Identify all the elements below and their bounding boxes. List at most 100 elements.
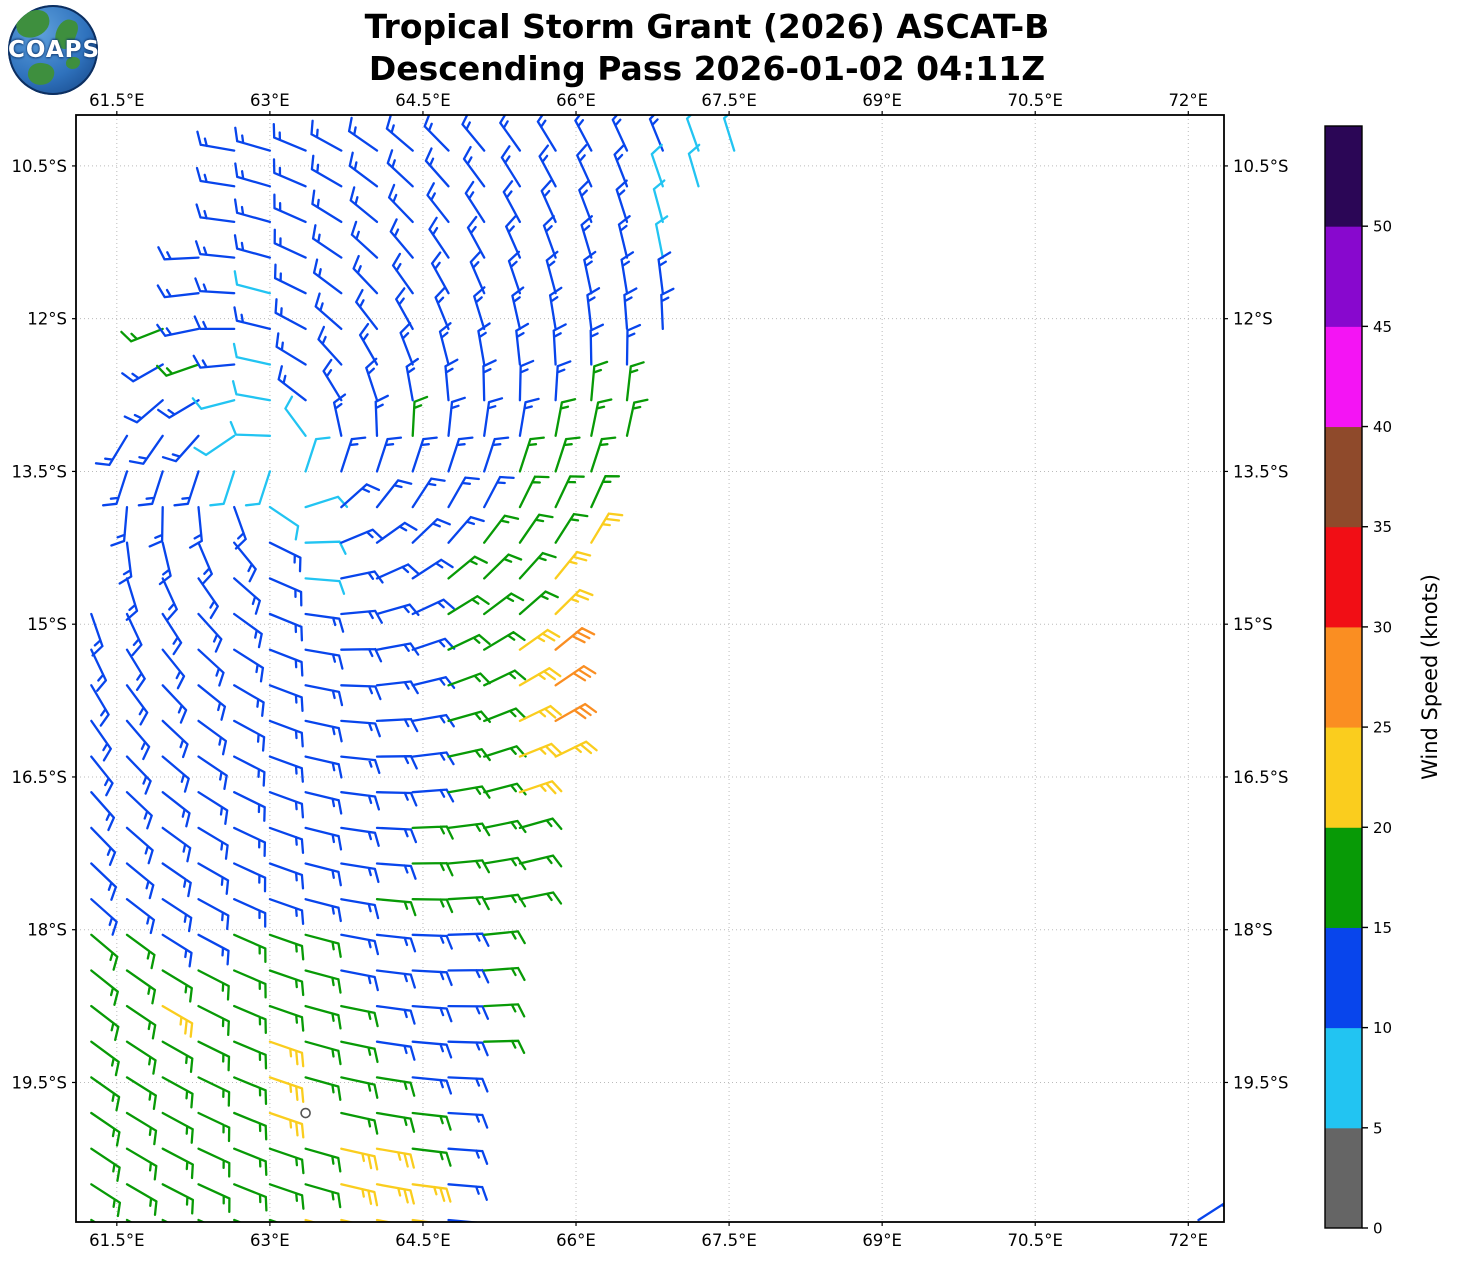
wind-barb	[272, 158, 307, 188]
wind-barb	[538, 144, 557, 188]
wind-barb	[554, 436, 581, 473]
wind-barb	[125, 826, 154, 865]
wind-barb	[411, 1147, 452, 1167]
wind-barb	[411, 1004, 453, 1023]
wind-barb	[233, 270, 272, 295]
wind-barb	[340, 1218, 355, 1222]
wind-barb	[268, 1076, 305, 1103]
wind-barb	[590, 360, 609, 402]
wind-barb	[447, 859, 491, 874]
wind-barb	[90, 1111, 121, 1147]
wind-barb	[268, 612, 304, 642]
x-tick-label-top: 64.5°E	[395, 91, 450, 110]
wind-barb	[118, 541, 133, 585]
colorbar-tick-label: 35	[1373, 518, 1392, 536]
x-tick-label-top: 72°E	[1168, 91, 1208, 110]
wind-barb	[340, 684, 382, 701]
wind-barb	[197, 1218, 206, 1222]
wind-barb	[554, 665, 597, 687]
colorbar-segment	[1325, 626, 1362, 728]
wind-barb	[125, 612, 143, 657]
wind-barb	[125, 755, 152, 795]
wind-barb	[340, 570, 384, 584]
wind-barb	[374, 394, 389, 437]
wind-barb	[447, 1004, 490, 1020]
wind-barb	[137, 470, 164, 507]
wind-barb	[545, 250, 559, 295]
wind-barb	[161, 755, 190, 793]
wind-barb	[518, 475, 550, 509]
wind-barb	[197, 719, 228, 756]
x-tick-label-top: 67.5°E	[701, 91, 756, 110]
wind-barb	[405, 357, 419, 402]
wind-barb	[304, 1218, 317, 1222]
wind-barb	[304, 577, 346, 595]
wind-barb	[161, 1147, 194, 1180]
wind-barb	[197, 612, 223, 653]
wind-barb	[352, 254, 379, 295]
wind-barb	[586, 287, 601, 331]
colorbar-segment	[1325, 927, 1362, 1029]
wind-barb	[304, 1004, 342, 1030]
wind-barb	[90, 1004, 120, 1042]
wind-barb	[101, 470, 129, 507]
wind-barb	[469, 250, 486, 295]
wind-barb	[1234, 1128, 1273, 1148]
coaps-logo: COAPS	[8, 5, 98, 95]
wind-barb	[158, 541, 172, 586]
colorbar-segment	[1325, 326, 1362, 428]
wind-barb	[148, 505, 164, 548]
colorbar-segment	[1325, 1127, 1362, 1229]
wind-barb	[411, 1040, 453, 1059]
wind-barb	[304, 862, 342, 887]
colorbar-tick-label: 15	[1373, 919, 1392, 937]
wind-barb	[304, 1040, 342, 1066]
wind-barb	[423, 115, 450, 152]
wind-barb	[161, 1218, 170, 1222]
wind-barb	[233, 791, 266, 822]
wind-barb	[304, 1147, 342, 1173]
x-tick-label-top: 70.5°E	[1008, 91, 1063, 110]
wind-barb	[273, 228, 307, 259]
wind-barb	[447, 932, 490, 947]
wind-barb	[193, 434, 236, 457]
wind-barb	[447, 748, 491, 762]
wind-barb	[233, 1040, 268, 1070]
wind-barb	[375, 680, 419, 695]
wind-barb	[161, 791, 191, 828]
wind-barb	[375, 1111, 416, 1133]
wind-barb	[233, 505, 247, 550]
wind-barb	[197, 933, 230, 966]
wind-barb	[473, 286, 486, 331]
colorbar-tick-label: 5	[1373, 1119, 1383, 1137]
wind-barb	[340, 1147, 379, 1171]
wind-barb	[411, 436, 438, 473]
wind-barb	[304, 648, 344, 670]
colorbar-tick-label: 10	[1373, 1019, 1392, 1037]
wind-barb	[125, 1147, 158, 1181]
wind-barb	[125, 648, 146, 691]
wind-barb	[197, 826, 229, 860]
wind-barb	[195, 203, 236, 224]
wind-barb	[375, 933, 417, 953]
y-tick-label-left: 12°S	[27, 310, 67, 329]
y-tick-label-right: 18°S	[1233, 921, 1273, 940]
wind-barb	[268, 862, 305, 890]
wind-barb	[233, 234, 272, 259]
wind-barb	[477, 322, 491, 366]
y-tick-label-right: 13.5°S	[1233, 462, 1288, 481]
wind-barb	[161, 719, 189, 759]
wind-barb	[554, 740, 598, 758]
wind-barb	[304, 495, 349, 509]
wind-barb	[340, 969, 379, 992]
wind-barb	[233, 826, 267, 858]
wind-barb	[161, 862, 192, 898]
wind-barb	[268, 1004, 305, 1032]
y-tick-label-left: 10.5°S	[12, 157, 67, 176]
wind-barb	[197, 1183, 231, 1214]
wind-barb	[340, 826, 380, 847]
wind-barb	[314, 292, 343, 331]
wind-barb	[268, 541, 302, 573]
wind-barb	[304, 933, 342, 958]
